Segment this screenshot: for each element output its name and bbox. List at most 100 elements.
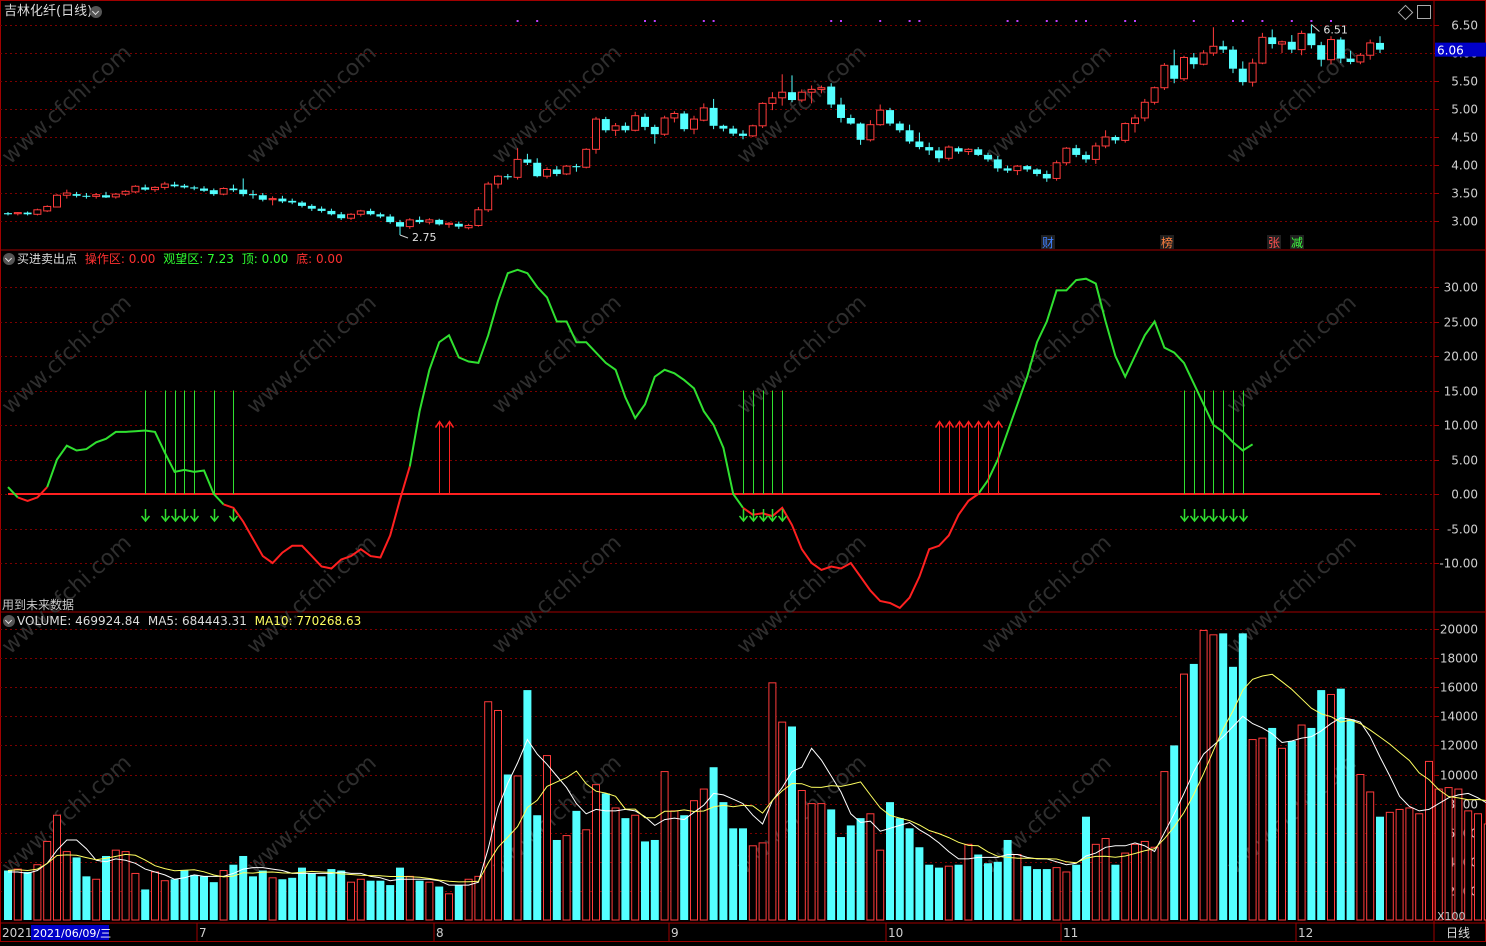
info-marker-dot — [1085, 20, 1087, 22]
sell-arrow-head — [1208, 515, 1219, 523]
sell-arrow-head — [170, 515, 181, 523]
candle-body-up — [1101, 136, 1110, 147]
candle-body-down — [249, 194, 257, 196]
candle-body-down — [739, 133, 747, 136]
volume-bar-up — [964, 843, 973, 921]
candle-body-down — [650, 126, 659, 135]
volume-bar-up — [1474, 813, 1482, 921]
volume-bar-down — [1219, 633, 1228, 920]
volume-bar-up — [356, 878, 365, 921]
volume-bar-up — [1199, 629, 1208, 921]
candle-body-up — [405, 219, 414, 228]
x-axis-label: 12 — [1298, 926, 1313, 940]
buy-arrow-head — [934, 420, 945, 428]
info-marker-dot — [830, 20, 833, 22]
watermark-text: www.cfchi.com — [0, 291, 137, 420]
pane-collapse-icon[interactable] — [90, 6, 102, 18]
event-marker: 榜 — [1161, 235, 1173, 250]
volume-bar-up — [151, 871, 159, 921]
info-marker-dot — [516, 20, 519, 22]
period-label[interactable]: 日线 — [1446, 926, 1471, 940]
info-marker-dot — [653, 20, 656, 22]
volume-bar-down — [572, 810, 581, 920]
indicator-collapse-icon[interactable] — [3, 253, 15, 265]
volume-bar-down — [454, 885, 463, 920]
volume-bar-down — [680, 815, 689, 920]
candle-body-up — [1180, 56, 1188, 80]
candle-body-up — [356, 210, 365, 215]
candle-body-up — [631, 115, 640, 131]
indicator-tick-label: 5.00 — [1451, 454, 1478, 468]
candle-body-down — [307, 205, 316, 209]
volume-bar-up — [1278, 747, 1286, 921]
sell-arrow-head — [1238, 515, 1249, 523]
indicator-item-3: 底: 0.00 — [296, 252, 343, 266]
candle-body-up — [1013, 165, 1022, 172]
volume-bar-up — [1366, 791, 1375, 921]
price-tick-label: 5.00 — [1451, 103, 1478, 117]
sell-arrow-head — [140, 515, 151, 523]
candle-body-up — [513, 158, 522, 178]
buy-arrow-head — [963, 420, 974, 428]
volume-bar-up — [445, 893, 453, 921]
candle-body-up — [484, 183, 493, 211]
candle-body-up — [876, 109, 885, 126]
volume-bar-up — [1062, 871, 1071, 921]
candle-body-down — [72, 194, 81, 196]
candle-body-up — [611, 125, 620, 131]
volume-bar-down — [180, 870, 189, 920]
sell-arrow-head — [1218, 515, 1229, 523]
cursor-date-box — [31, 925, 109, 940]
candle-body-up — [964, 148, 973, 153]
volume-bar-up — [1180, 673, 1188, 921]
volume-bar-down — [621, 818, 630, 920]
candle-body-down — [239, 189, 248, 195]
info-marker-dot — [702, 20, 705, 22]
price-tick-label: 3.50 — [1451, 187, 1478, 201]
event-marker: 减 — [1291, 236, 1303, 250]
candle-body-down — [1307, 33, 1316, 46]
volume-collapse-icon[interactable] — [3, 615, 15, 627]
volume-bar-down — [856, 818, 865, 920]
volume-bar-up — [660, 771, 669, 921]
volume-tick-label: 16000 — [1440, 681, 1478, 695]
sell-arrow-head — [748, 515, 759, 523]
volume-bar-down — [298, 867, 306, 920]
sell-arrow-head — [160, 515, 171, 523]
candle-body-up — [778, 91, 787, 99]
pane-maximize-icon[interactable] — [1417, 5, 1431, 19]
indicator-tick-label: 30.00 — [1444, 281, 1478, 295]
volume-bar-up — [513, 775, 522, 921]
volume-bar-up — [1405, 807, 1414, 921]
volume-tick-label: 20000 — [1440, 623, 1478, 637]
candle-body-up — [494, 175, 502, 185]
volume-bar-down — [533, 815, 542, 920]
buy-arrow-head — [444, 420, 455, 428]
candle-body-down — [141, 187, 150, 190]
volume-bar-down — [72, 857, 81, 920]
volume-bar-down — [1003, 839, 1012, 920]
candle-body-down — [298, 202, 306, 206]
info-marker-dot — [918, 20, 921, 22]
volume-bar-down — [1376, 816, 1384, 920]
volume-bar-up — [43, 840, 52, 921]
volume-bar-down — [641, 841, 649, 920]
volume-bar-down — [82, 876, 91, 920]
volume-bar-up — [543, 755, 551, 921]
volume-bar-up — [1013, 854, 1022, 921]
watermark-text: www.cfchi.com — [242, 291, 381, 420]
candle-body-up — [660, 117, 669, 135]
volume-bar-up — [690, 800, 698, 921]
candle-body-down — [925, 147, 934, 151]
volume-bar-up — [464, 878, 473, 921]
volume-bar-down — [1023, 866, 1032, 920]
sell-arrow-head — [1179, 515, 1190, 523]
sell-arrow-head — [1228, 515, 1239, 523]
volume-bar-down — [288, 877, 297, 920]
candle-body-up — [1121, 123, 1130, 141]
volume-bar-up — [405, 875, 414, 921]
price-tick-label: 4.50 — [1451, 131, 1478, 145]
volume-bar-down — [729, 828, 738, 920]
candle-body-down — [327, 210, 336, 215]
